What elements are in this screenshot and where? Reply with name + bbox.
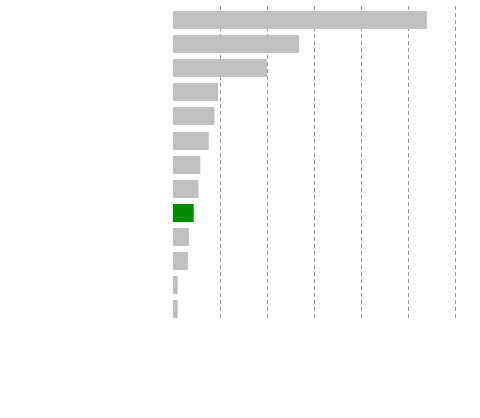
bar-5 [173,132,209,150]
bar-2 [173,59,267,77]
bar-12 [173,300,178,318]
bar-highlighted [173,204,194,222]
bar-0 [173,11,427,29]
bar-4 [173,107,214,125]
bar-9 [173,228,189,246]
bar-10 [173,252,188,270]
bar-7 [173,180,198,198]
bar-1 [173,35,299,53]
bar-11 [173,276,178,294]
bar-3 [173,83,218,101]
bar-6 [173,156,200,174]
bars [173,11,427,318]
grid-lines [221,6,456,320]
